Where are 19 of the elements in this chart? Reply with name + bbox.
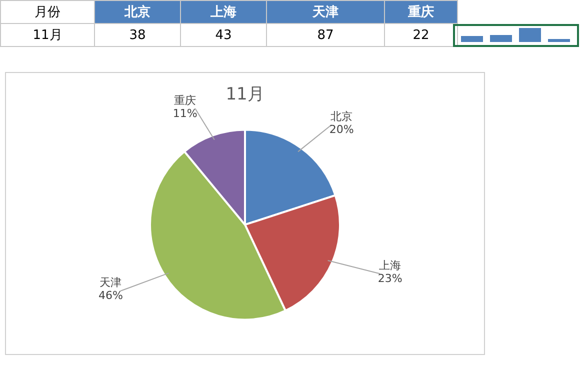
slice-label: 北京 — [330, 110, 353, 124]
data-label: 11% — [172, 106, 198, 120]
data-label: 23% — [378, 272, 402, 286]
text: 87 — [266, 24, 384, 46]
text: 月份 — [0, 0, 94, 24]
chart-title: 11月 — [226, 84, 264, 105]
category-label: 北京 — [124, 5, 150, 20]
category-label: 上海 — [210, 5, 236, 20]
text: 22 — [384, 24, 458, 46]
text: 43 — [180, 24, 266, 46]
category-label: 重庆 — [408, 5, 434, 20]
data-label: 20% — [329, 123, 354, 136]
slice-label: 重庆 — [174, 94, 196, 107]
category-label: 天津 — [312, 5, 338, 20]
slice-label: 上海 — [379, 259, 402, 272]
chart-title: 11月 — [32, 28, 62, 43]
text: 38 — [94, 24, 180, 46]
data-label: 46% — [98, 289, 123, 302]
slice-label: 天津 — [100, 276, 122, 290]
